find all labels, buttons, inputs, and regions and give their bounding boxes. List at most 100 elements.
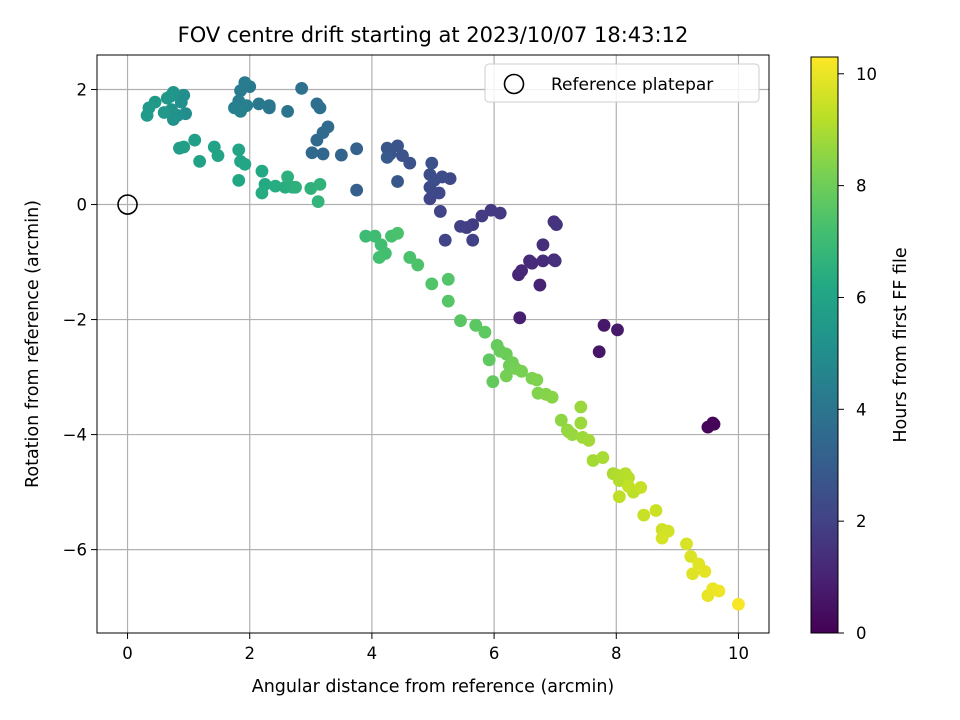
scatter-point [655, 531, 669, 545]
x-tick-label: 10 [728, 644, 749, 663]
colorbar-tick-label: 6 [856, 288, 867, 307]
scatter-point [536, 238, 550, 252]
scatter-point [712, 584, 726, 598]
scatter-point [611, 323, 624, 337]
y-axis-ticks: 2 0 −2 −4 −6 [63, 81, 97, 560]
scatter-point [425, 156, 439, 170]
legend-marker-reference [503, 73, 525, 95]
scatter-point [255, 164, 269, 178]
scatter-point [321, 120, 335, 134]
y-tick-label: −2 [63, 311, 87, 330]
x-tick-label: 8 [611, 644, 622, 663]
x-tick-label: 6 [489, 644, 500, 663]
scatter-point [380, 141, 394, 155]
x-tick-label: 0 [122, 644, 133, 663]
scatter-point [262, 99, 276, 113]
scatter-point [475, 209, 489, 223]
scatter-point [596, 451, 610, 464]
scatter-point [140, 108, 154, 122]
scatter-point [316, 147, 330, 161]
scatter-point [313, 178, 327, 191]
y-tick-label: 2 [77, 81, 88, 100]
scatter-point [211, 149, 225, 163]
x-axis-ticks: 0 2 4 6 8 10 [122, 633, 749, 663]
scatter-point [478, 325, 492, 339]
scatter-point [482, 353, 496, 367]
legend-label-reference: Reference platepar [551, 75, 713, 95]
scatter-point [732, 597, 745, 611]
y-tick-label: 0 [77, 196, 88, 215]
colorbar-ticks: 0 2 4 6 8 10 [838, 65, 877, 643]
scatter-point [649, 504, 663, 517]
scatter-point [232, 143, 246, 157]
scatter-point [281, 170, 295, 184]
scatter-point [686, 567, 700, 581]
legend: Reference platepar [484, 63, 760, 103]
scatter-point [423, 192, 437, 206]
scatter-point [311, 195, 325, 209]
scatter-point [433, 205, 447, 218]
scatter-point [637, 508, 651, 522]
scatter-point [289, 180, 302, 194]
plot-frame [96, 54, 770, 634]
scatter-point [515, 264, 528, 278]
scatter-point [295, 81, 309, 95]
scatter-point [680, 537, 693, 551]
colorbar-gradient [811, 57, 838, 633]
colorbar-frame [810, 56, 839, 634]
scatter-point [234, 104, 247, 118]
scatter-point [174, 95, 188, 109]
scatter-point [554, 413, 568, 427]
scatter-point [533, 278, 547, 292]
colorbar-tick-label: 10 [856, 65, 877, 84]
scatter-point [597, 318, 611, 332]
scatter-point [454, 314, 467, 328]
scatter-point [425, 277, 439, 291]
scatter-point [592, 345, 606, 359]
scatter-point [634, 481, 648, 494]
reference-point-layer [117, 194, 138, 215]
scatter-point [234, 84, 247, 98]
scatter-point [166, 113, 180, 126]
scatter-point [438, 233, 452, 247]
colorbar-tick-label: 4 [856, 400, 867, 419]
scatter-point [391, 226, 404, 240]
colorbar: 0 2 4 6 8 10 Hours from first FF file [810, 56, 911, 643]
scatter-point [574, 416, 588, 430]
scatter-point [281, 104, 295, 118]
scatter-point [372, 251, 386, 264]
scatter-point [232, 173, 246, 187]
scatter-point [334, 148, 348, 162]
scatter-point [706, 416, 720, 430]
scatter-point [622, 479, 635, 493]
scatter-point [193, 154, 207, 168]
scatter-point [466, 233, 480, 247]
scatter-point [486, 375, 500, 389]
scatter-point [454, 219, 467, 233]
chart-title: FOV centre drift starting at 2023/10/07 … [178, 23, 689, 47]
scatter-point [427, 173, 441, 187]
scatter-point [536, 254, 550, 268]
scatter-point [305, 146, 319, 160]
x-tick-label: 2 [244, 644, 255, 663]
scatter-point [586, 454, 600, 467]
colorbar-tick-label: 8 [856, 177, 867, 196]
scatter-point [548, 254, 562, 268]
scatter-point [582, 433, 596, 447]
colorbar-tick-label: 0 [856, 624, 867, 643]
scatter-point [238, 157, 252, 171]
y-tick-label: −6 [63, 541, 87, 560]
grid-lines [97, 55, 769, 633]
scatter-point [499, 369, 513, 383]
x-axis-label: Angular distance from reference (arcmin) [252, 677, 615, 697]
scatter-point [612, 490, 626, 504]
scatter-point [545, 390, 559, 404]
scatter-point [396, 149, 409, 163]
scatter-point [469, 318, 483, 332]
scatter-point [359, 229, 373, 243]
scatter-point [574, 400, 588, 414]
scatter-point [188, 133, 202, 147]
scatter-point [484, 203, 498, 217]
scatter-point [523, 254, 536, 268]
scatter-point [310, 97, 324, 111]
